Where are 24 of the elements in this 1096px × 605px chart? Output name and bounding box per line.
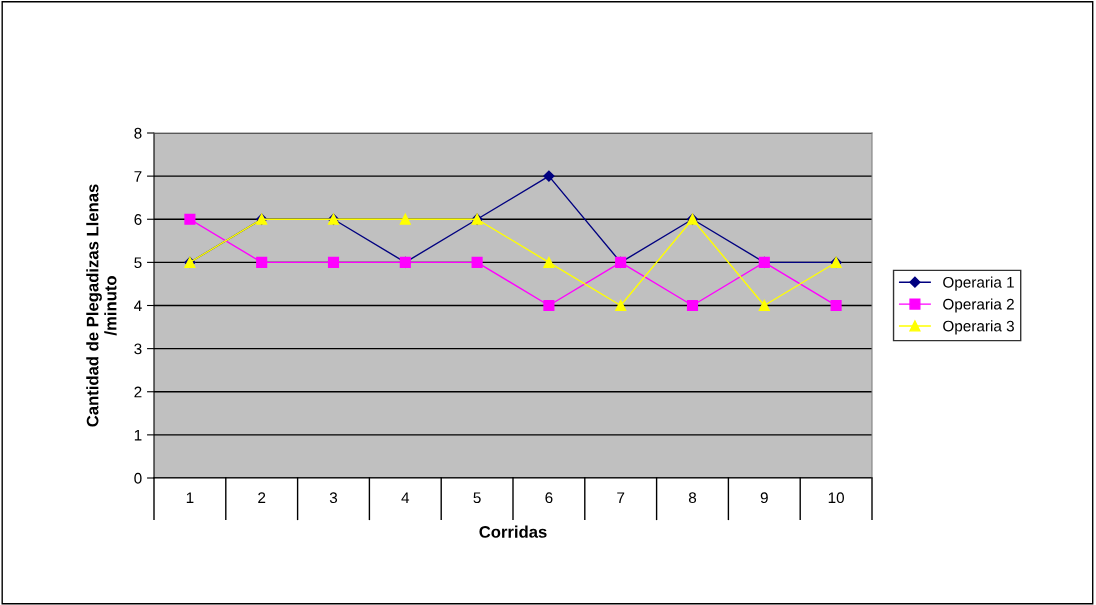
x-tick-label: 9	[760, 492, 768, 504]
x-tick-label: 8	[688, 492, 697, 504]
y-tick-label: 1	[134, 429, 142, 441]
y-axis-title: Cantidad de Plegadizas Llenas /minuto	[86, 184, 117, 427]
y-tick-label: 5	[134, 257, 142, 269]
y-tick-label: 8	[134, 127, 142, 139]
y-tick-label: 4	[134, 300, 142, 312]
y-tick-label: 6	[134, 214, 142, 225]
x-axis-title: Corridas	[479, 525, 547, 538]
x-tick-label: 6	[545, 492, 553, 504]
y-tick-label: 3	[134, 343, 142, 355]
y-tick-label: 2	[134, 386, 142, 398]
x-tick-label: 4	[401, 492, 410, 503]
x-tick-label: 2	[258, 492, 266, 503]
y-tick-label: 7	[134, 171, 142, 182]
legend-label: Operaria 1	[943, 276, 1014, 291]
legend-label: Operaria 3	[943, 320, 1014, 335]
x-tick-label: 7	[617, 492, 625, 503]
x-tick-label: 1	[186, 492, 194, 503]
legend-label: Operaria 2	[943, 298, 1014, 313]
y-tick-label: 0	[134, 472, 142, 484]
x-tick-label: 10	[828, 492, 844, 504]
x-tick-label: 5	[473, 492, 481, 504]
x-tick-label: 3	[329, 492, 338, 504]
